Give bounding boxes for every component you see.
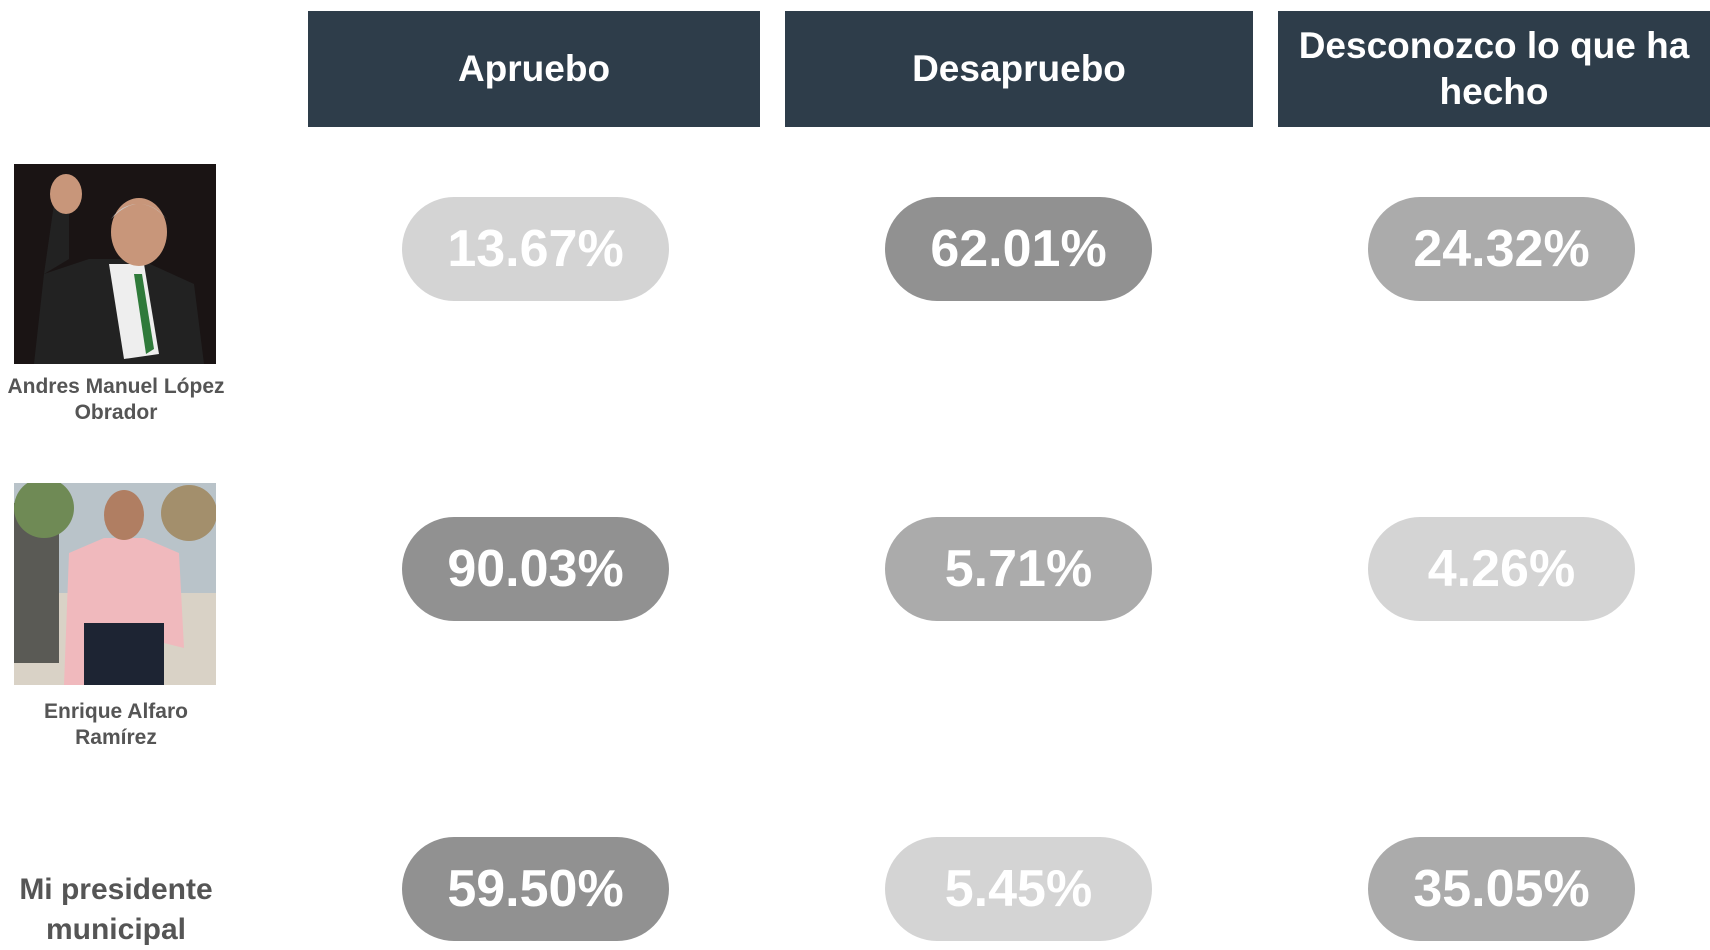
column-header: Desapruebo bbox=[785, 11, 1253, 127]
value-pill: 62.01% bbox=[885, 197, 1152, 301]
value-pill: 24.32% bbox=[1368, 197, 1635, 301]
value-pill: 5.45% bbox=[885, 837, 1152, 941]
portrait bbox=[14, 483, 216, 685]
value-pill: 90.03% bbox=[402, 517, 669, 621]
row-name: Andres Manuel López Obrador bbox=[1, 374, 231, 426]
value-pill: 59.50% bbox=[402, 837, 669, 941]
row-name: Enrique Alfaro Ramírez bbox=[1, 699, 231, 751]
value-pill: 5.71% bbox=[885, 517, 1152, 621]
value-pill: 4.26% bbox=[1368, 517, 1635, 621]
row-name: Mi presidente municipal bbox=[0, 870, 232, 950]
portrait bbox=[14, 164, 216, 364]
column-header: Apruebo bbox=[308, 11, 760, 127]
page: {"table": { "headers": ["Apruebo", "Desa… bbox=[0, 0, 1710, 943]
value-pill: 35.05% bbox=[1368, 837, 1635, 941]
column-header: Desconozco lo que ha hecho bbox=[1278, 11, 1710, 127]
value-pill: 13.67% bbox=[402, 197, 669, 301]
